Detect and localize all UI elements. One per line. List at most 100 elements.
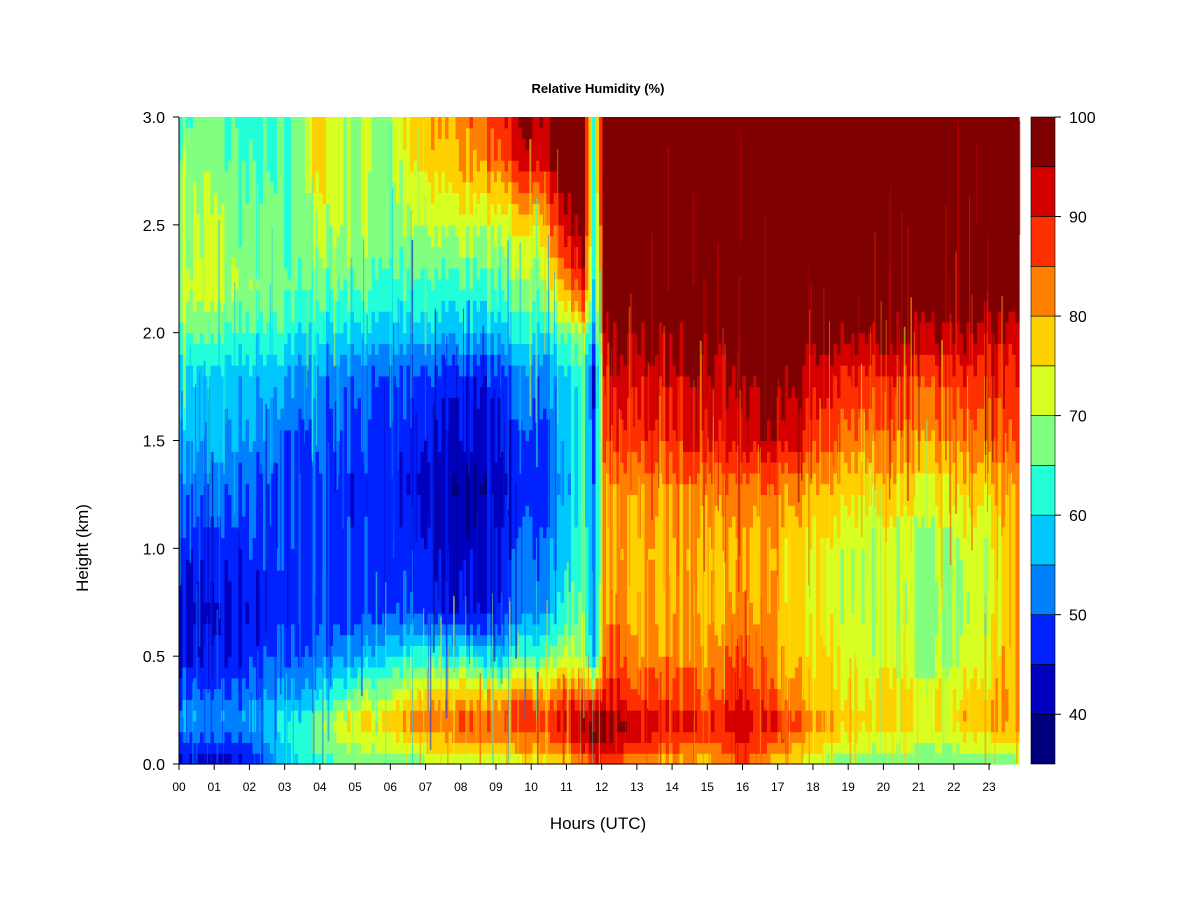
heatmap-cell bbox=[186, 181, 191, 194]
heatmap-cell bbox=[448, 688, 453, 700]
heatmap-cell bbox=[294, 181, 299, 194]
heatmap-cell bbox=[392, 214, 397, 226]
heatmap-cell bbox=[368, 645, 373, 657]
heatmap-cell bbox=[382, 462, 387, 474]
heatmap-cell bbox=[238, 440, 243, 452]
heatmap-cell bbox=[231, 462, 236, 474]
heatmap-cell bbox=[291, 170, 296, 183]
heatmap-cell bbox=[329, 300, 334, 312]
heatmap-cell bbox=[375, 472, 380, 485]
heatmap-cell bbox=[221, 181, 226, 194]
heatmap-cell bbox=[455, 623, 460, 636]
heatmap-cell bbox=[347, 613, 352, 625]
heatmap-cell bbox=[221, 375, 226, 388]
heatmap-cell bbox=[371, 677, 376, 690]
heatmap-cell bbox=[270, 623, 275, 636]
heatmap-cell bbox=[459, 515, 464, 528]
heatmap-cell bbox=[347, 127, 352, 140]
heatmap-cell bbox=[357, 311, 362, 323]
heatmap-cell bbox=[371, 138, 376, 150]
heatmap-cell bbox=[287, 537, 292, 549]
heatmap-cell bbox=[238, 408, 243, 420]
heatmap-cell bbox=[389, 720, 394, 733]
heatmap-cell bbox=[322, 181, 327, 194]
heatmap-cell bbox=[315, 386, 320, 398]
heatmap-cell bbox=[263, 505, 268, 517]
heatmap-cell bbox=[448, 559, 453, 571]
heatmap-cell bbox=[238, 278, 243, 291]
heatmap-cell bbox=[235, 170, 240, 183]
heatmap-cell bbox=[322, 634, 327, 646]
heatmap-cell bbox=[406, 278, 411, 291]
heatmap-cell bbox=[343, 526, 348, 539]
heatmap-cell bbox=[350, 526, 355, 539]
heatmap-cell bbox=[350, 548, 355, 560]
heatmap-cell bbox=[266, 505, 271, 517]
heatmap-cell bbox=[424, 483, 429, 496]
heatmap-cell bbox=[193, 160, 198, 172]
heatmap-cell bbox=[455, 494, 460, 506]
heatmap-cell bbox=[196, 321, 201, 334]
heatmap-cell bbox=[291, 451, 296, 463]
heatmap-cell bbox=[340, 300, 345, 312]
heatmap-cell bbox=[354, 418, 359, 431]
heatmap-cell bbox=[385, 591, 390, 603]
heatmap-cell bbox=[284, 257, 289, 269]
heatmap-cell bbox=[417, 343, 422, 355]
heatmap-cell bbox=[270, 127, 275, 140]
heatmap-cell bbox=[228, 699, 233, 711]
heatmap-cell bbox=[203, 645, 208, 657]
heatmap-cell bbox=[249, 569, 254, 582]
heatmap-cell bbox=[368, 483, 373, 496]
heatmap-cell bbox=[214, 645, 219, 657]
heatmap-cell bbox=[434, 170, 439, 183]
heatmap-cell bbox=[357, 753, 362, 765]
heatmap-cell bbox=[249, 494, 254, 506]
heatmap-cell bbox=[263, 559, 268, 571]
heatmap-cell bbox=[350, 257, 355, 269]
heatmap-cell bbox=[294, 548, 299, 560]
heatmap-cell bbox=[378, 623, 383, 636]
heatmap-cell bbox=[455, 537, 460, 549]
heatmap-cell bbox=[329, 623, 334, 636]
heatmap-cell bbox=[410, 634, 415, 646]
heatmap-cell bbox=[221, 397, 226, 409]
heatmap-cell bbox=[410, 666, 415, 679]
heatmap-cell bbox=[196, 117, 201, 129]
heatmap-cell bbox=[193, 483, 198, 496]
heatmap-cell bbox=[228, 138, 233, 150]
heatmap-cell bbox=[235, 429, 240, 442]
heatmap-cell bbox=[343, 160, 348, 172]
heatmap-cell bbox=[322, 267, 327, 280]
heatmap-cell bbox=[228, 257, 233, 269]
heatmap-cell bbox=[406, 720, 411, 733]
heatmap-cell bbox=[315, 289, 320, 301]
heatmap-cell bbox=[329, 580, 334, 593]
heatmap-cell bbox=[427, 699, 432, 711]
heatmap-cell bbox=[466, 634, 471, 646]
heatmap-cell bbox=[403, 731, 408, 744]
heatmap-cell bbox=[466, 537, 471, 549]
heatmap-cell bbox=[343, 613, 348, 625]
heatmap-cell bbox=[182, 515, 187, 528]
heatmap-cell bbox=[298, 365, 303, 377]
heatmap-cell bbox=[406, 440, 411, 452]
heatmap-cell bbox=[305, 677, 310, 690]
heatmap-cell bbox=[298, 451, 303, 463]
heatmap-cell bbox=[245, 548, 250, 560]
heatmap-cell bbox=[406, 537, 411, 549]
heatmap-cell bbox=[287, 699, 292, 711]
heatmap-cell bbox=[235, 149, 240, 161]
heatmap-cell bbox=[389, 483, 394, 496]
heatmap-cell bbox=[452, 257, 457, 269]
heatmap-cell bbox=[389, 666, 394, 679]
heatmap-cell bbox=[235, 138, 240, 150]
heatmap-cell bbox=[462, 666, 467, 679]
heatmap-cell bbox=[245, 656, 250, 668]
heatmap-cell bbox=[445, 311, 450, 323]
heatmap-cell bbox=[413, 300, 418, 312]
heatmap-cell bbox=[420, 591, 425, 603]
heatmap-cell bbox=[238, 311, 243, 323]
heatmap-cell bbox=[277, 505, 282, 517]
heatmap-cell bbox=[196, 343, 201, 355]
